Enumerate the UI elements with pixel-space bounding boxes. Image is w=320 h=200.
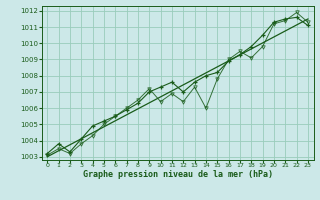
X-axis label: Graphe pression niveau de la mer (hPa): Graphe pression niveau de la mer (hPa): [83, 170, 273, 179]
